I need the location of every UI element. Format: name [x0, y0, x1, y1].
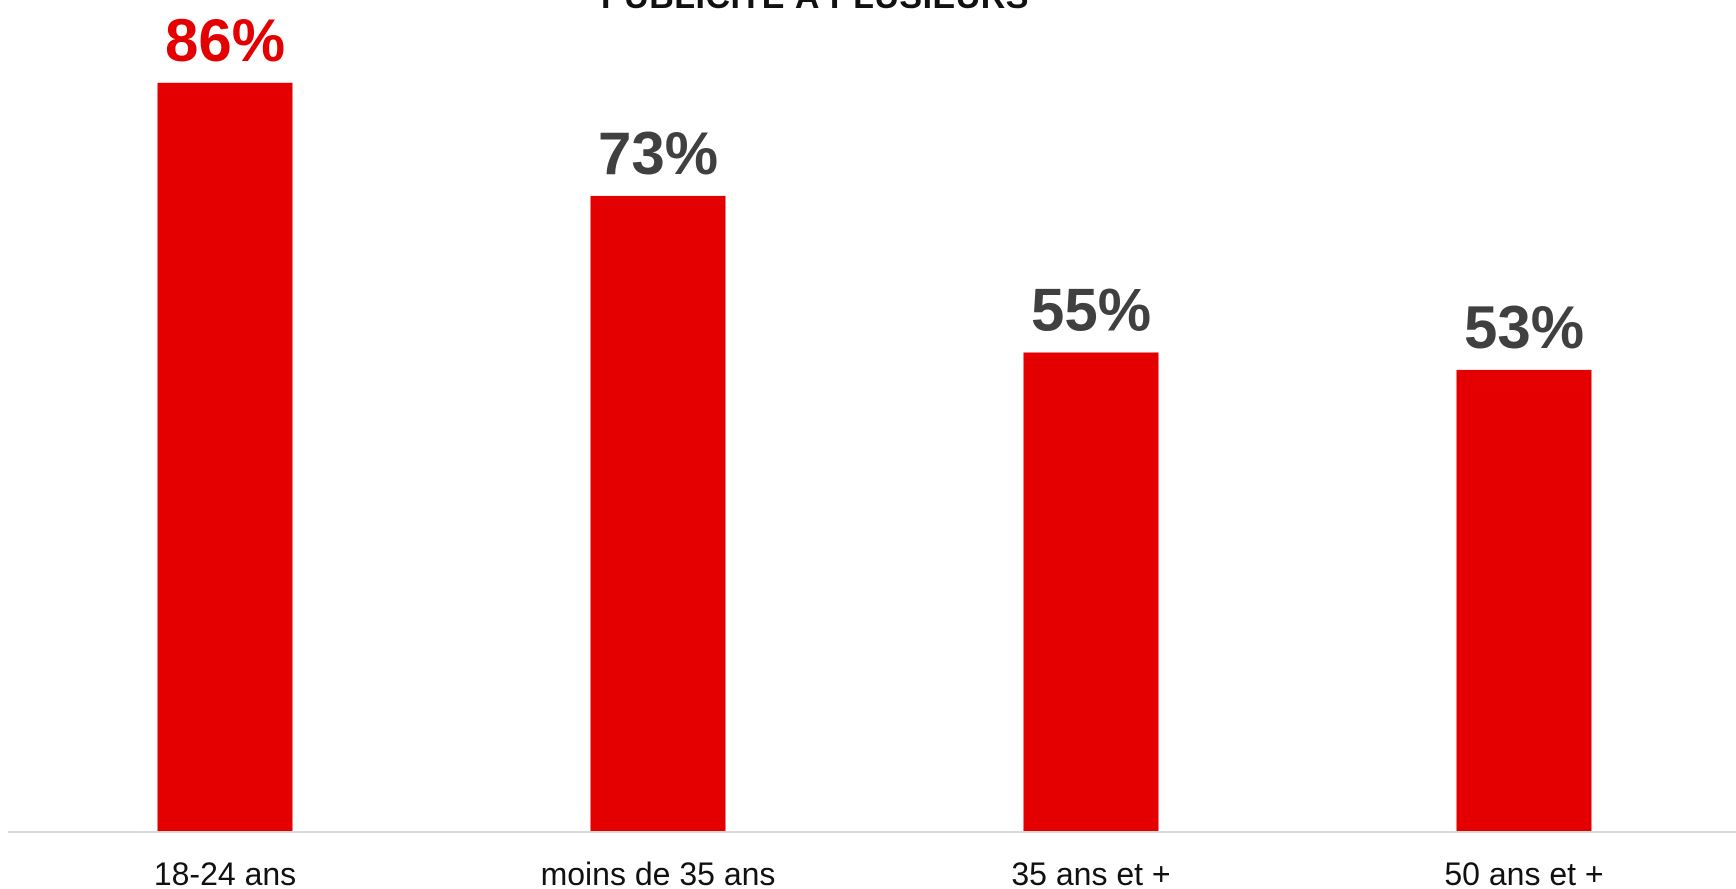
- x-tick-label: 35 ans et +: [1011, 856, 1170, 889]
- data-label: 73%: [598, 120, 718, 187]
- chart-title: PUBLICITÉ À PLUSIEURS: [0, 0, 1630, 17]
- bar: [1456, 369, 1592, 831]
- data-label: 55%: [1031, 277, 1151, 344]
- bar: [1023, 352, 1159, 831]
- x-tick-label: 18-24 ans: [154, 856, 296, 889]
- data-label: 53%: [1464, 294, 1584, 361]
- x-tick-label: moins de 35 ans: [541, 856, 776, 889]
- data-label: 86%: [165, 7, 285, 74]
- x-tick-label: 50 ans et +: [1444, 856, 1603, 889]
- bar: [157, 82, 293, 832]
- bar: [590, 195, 726, 831]
